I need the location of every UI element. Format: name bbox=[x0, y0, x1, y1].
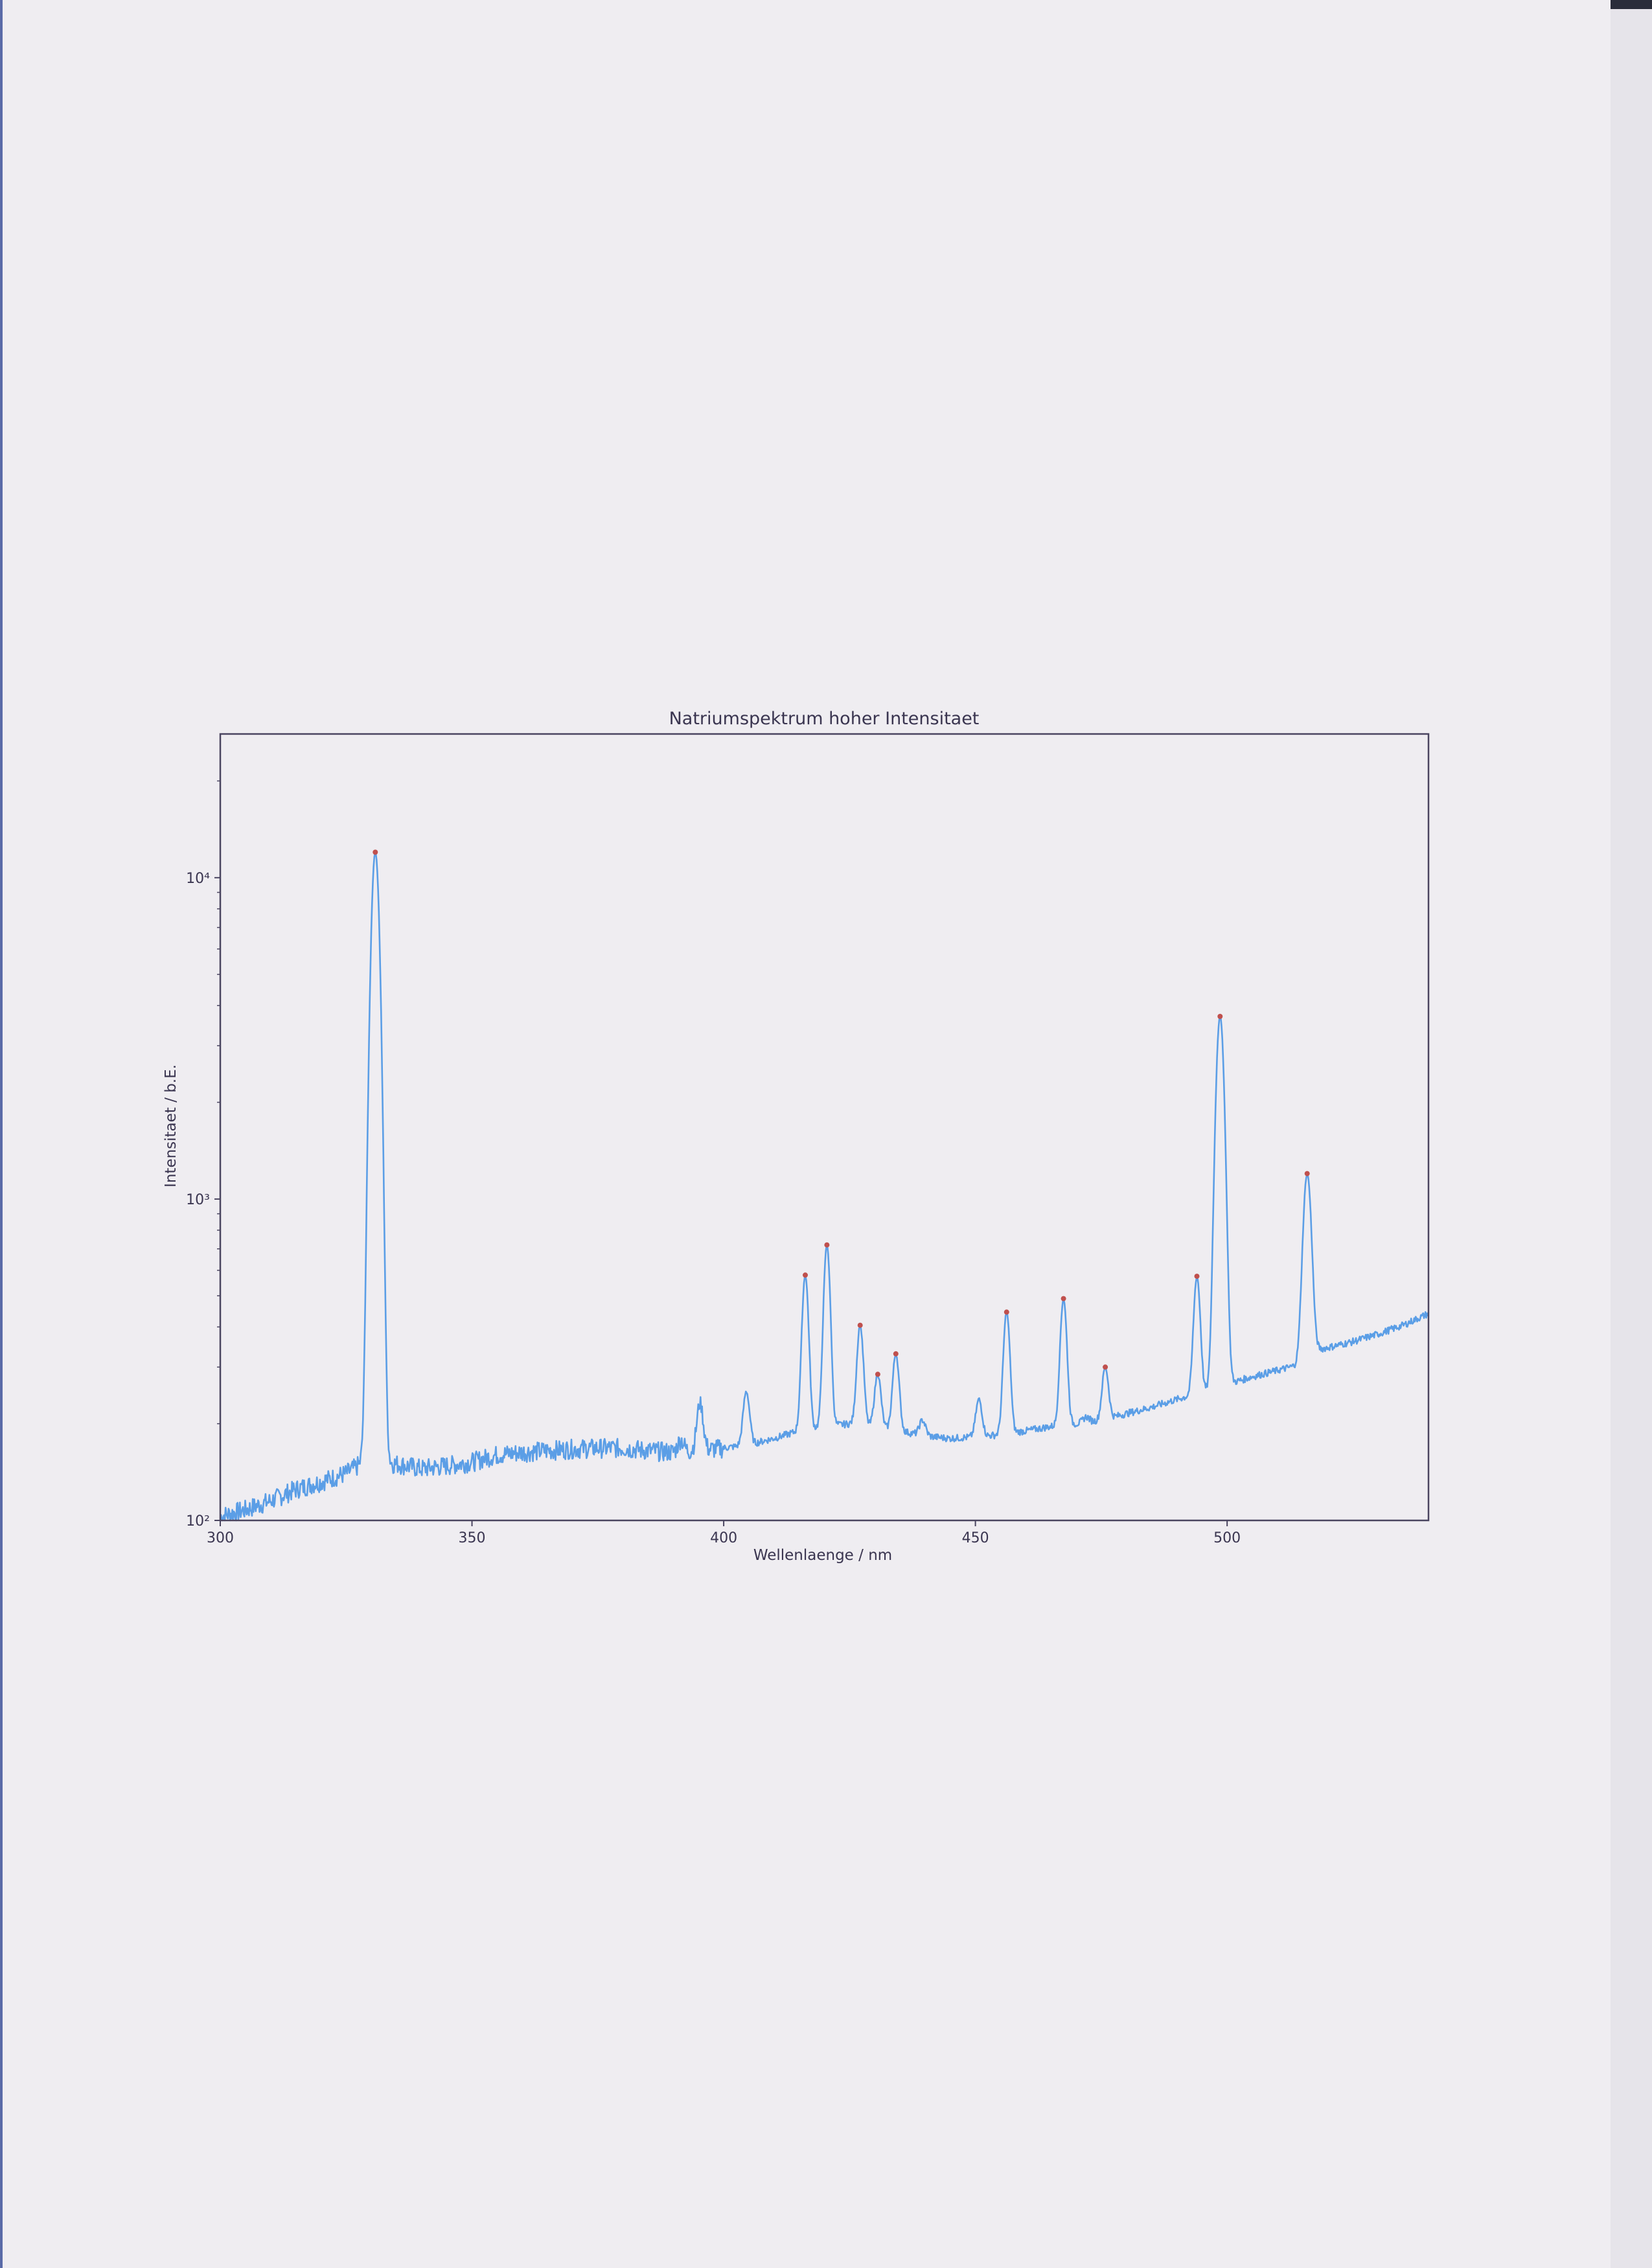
x-tick-label: 300 bbox=[207, 1530, 234, 1546]
peak-marker-3 bbox=[824, 1242, 830, 1248]
peak-marker-10 bbox=[1194, 1274, 1200, 1279]
plot-area bbox=[219, 849, 1430, 1522]
y-tick-label: 10³ bbox=[186, 1192, 210, 1208]
scan-edge-top bbox=[1611, 0, 1652, 9]
peak-marker-6 bbox=[893, 1351, 899, 1357]
x-tick-label: 400 bbox=[710, 1530, 737, 1546]
spectrum-line bbox=[219, 851, 1430, 1522]
peak-marker-5 bbox=[875, 1371, 880, 1377]
peak-marker-8 bbox=[1061, 1296, 1066, 1301]
x-tick-label: 350 bbox=[459, 1530, 486, 1546]
scan-edge-right bbox=[1611, 9, 1652, 2268]
y-axis-title: Intensitaet / b.E. bbox=[163, 1064, 179, 1187]
y-tick-label: 10⁴ bbox=[186, 871, 210, 887]
peak-marker-1 bbox=[373, 849, 378, 855]
y-tick-label: 10² bbox=[186, 1513, 210, 1529]
peak-marker-9 bbox=[1103, 1364, 1108, 1370]
peak-marker-12 bbox=[1304, 1171, 1310, 1176]
chart-title: Natriumspektrum hoher Intensitaet bbox=[669, 709, 980, 729]
peak-marker-2 bbox=[803, 1272, 808, 1278]
x-axis: 300 350 400 450 500 bbox=[207, 1520, 1241, 1546]
x-tick-label: 500 bbox=[1213, 1530, 1241, 1546]
peak-marker-11 bbox=[1217, 1014, 1223, 1019]
x-axis-title: Wellenlaenge / nm bbox=[753, 1547, 892, 1564]
x-tick-label: 450 bbox=[962, 1530, 989, 1546]
axes-frame bbox=[219, 733, 1430, 1522]
peak-marker-7 bbox=[1004, 1309, 1009, 1315]
peak-marker-4 bbox=[857, 1322, 863, 1328]
y-axis: 10² 10³ 10⁴ bbox=[186, 780, 220, 1529]
scan-edge-left bbox=[0, 0, 3, 2268]
